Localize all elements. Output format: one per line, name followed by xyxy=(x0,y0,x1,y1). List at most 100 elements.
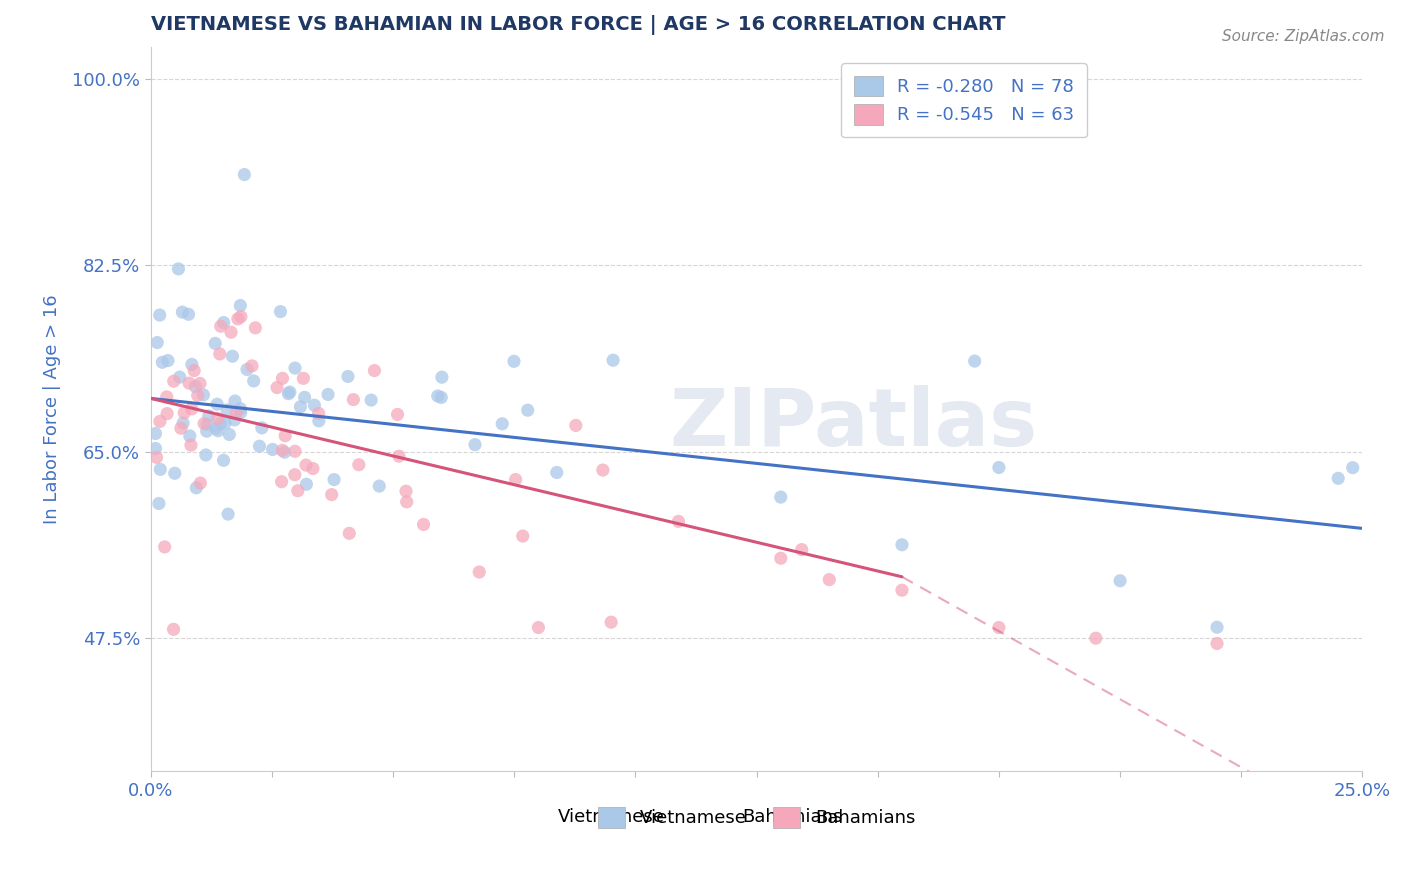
Point xyxy=(430,370,453,384)
Point xyxy=(600,615,623,630)
Point xyxy=(212,453,235,467)
Point xyxy=(1341,460,1364,475)
Point xyxy=(308,414,330,428)
Point xyxy=(271,371,294,385)
Point xyxy=(430,391,453,405)
Point xyxy=(183,363,205,377)
Point xyxy=(336,369,359,384)
Point xyxy=(172,416,194,430)
Point xyxy=(156,353,179,368)
Point xyxy=(769,551,792,566)
Point xyxy=(208,347,231,361)
Point xyxy=(1327,471,1350,485)
Point xyxy=(347,458,370,472)
Point xyxy=(172,305,194,319)
Point xyxy=(302,461,325,475)
Point xyxy=(226,311,249,326)
Point xyxy=(145,426,167,441)
Point xyxy=(195,424,218,438)
Point xyxy=(188,376,211,391)
Point xyxy=(790,542,813,557)
Point xyxy=(197,409,219,423)
Point xyxy=(602,353,624,368)
Point xyxy=(1206,620,1229,634)
Point xyxy=(290,400,312,414)
Point xyxy=(388,449,411,463)
Point xyxy=(145,450,167,465)
Point xyxy=(180,358,202,372)
Point xyxy=(150,355,173,369)
Point xyxy=(167,261,190,276)
Point xyxy=(146,335,169,350)
Point xyxy=(162,623,184,637)
Point xyxy=(387,408,409,422)
Point xyxy=(245,321,267,335)
Point xyxy=(337,526,360,541)
Point xyxy=(215,402,238,417)
Y-axis label: In Labor Force | Age > 16: In Labor Force | Age > 16 xyxy=(44,294,60,524)
Point xyxy=(156,390,179,404)
Point xyxy=(219,325,242,339)
Text: ZIPatlas: ZIPatlas xyxy=(669,384,1038,463)
Point xyxy=(321,488,343,502)
Point xyxy=(186,481,208,495)
Point xyxy=(173,406,195,420)
Point xyxy=(1206,636,1229,650)
Point xyxy=(891,538,914,552)
Point xyxy=(250,421,273,435)
Point xyxy=(274,428,297,442)
Point xyxy=(214,416,236,430)
Point xyxy=(987,460,1010,475)
Point xyxy=(156,407,179,421)
Point xyxy=(163,374,186,388)
Point xyxy=(284,444,307,458)
Point xyxy=(592,463,614,477)
Point xyxy=(294,390,316,404)
Point xyxy=(304,398,326,412)
Point xyxy=(1084,631,1107,645)
Point xyxy=(287,483,309,498)
Point xyxy=(217,507,239,521)
Point xyxy=(229,405,252,419)
Point xyxy=(240,359,263,373)
Point xyxy=(426,389,449,403)
Point xyxy=(891,583,914,598)
Point xyxy=(505,473,527,487)
Point xyxy=(242,374,264,388)
Point xyxy=(149,414,172,428)
Point xyxy=(209,319,232,334)
Point xyxy=(412,517,434,532)
Point xyxy=(221,349,243,363)
Point xyxy=(769,490,792,504)
Point xyxy=(233,168,256,182)
Point xyxy=(360,393,382,408)
Point xyxy=(395,495,418,509)
Point xyxy=(368,479,391,493)
Point xyxy=(195,417,218,432)
Point xyxy=(193,388,215,402)
Point xyxy=(269,304,291,318)
Point xyxy=(295,458,318,472)
Point xyxy=(512,529,534,543)
Point xyxy=(149,462,172,476)
Point xyxy=(668,515,690,529)
Point xyxy=(205,397,228,411)
Point xyxy=(395,484,418,499)
Point xyxy=(323,473,346,487)
Point xyxy=(204,336,226,351)
Point xyxy=(503,354,526,368)
Point xyxy=(342,392,364,407)
Point xyxy=(209,417,232,431)
Point xyxy=(204,421,226,435)
Point xyxy=(464,438,486,452)
Point xyxy=(546,466,568,480)
Point xyxy=(516,403,538,417)
Text: VIETNAMESE VS BAHAMIAN IN LABOR FORCE | AGE > 16 CORRELATION CHART: VIETNAMESE VS BAHAMIAN IN LABOR FORCE | … xyxy=(150,15,1005,35)
Point xyxy=(194,448,217,462)
Point xyxy=(308,406,330,420)
Point xyxy=(271,443,294,458)
Point xyxy=(284,361,307,376)
Point xyxy=(266,380,288,394)
Point xyxy=(527,620,550,634)
Legend: R = -0.280   N = 78, R = -0.545   N = 63: R = -0.280 N = 78, R = -0.545 N = 63 xyxy=(841,63,1087,137)
